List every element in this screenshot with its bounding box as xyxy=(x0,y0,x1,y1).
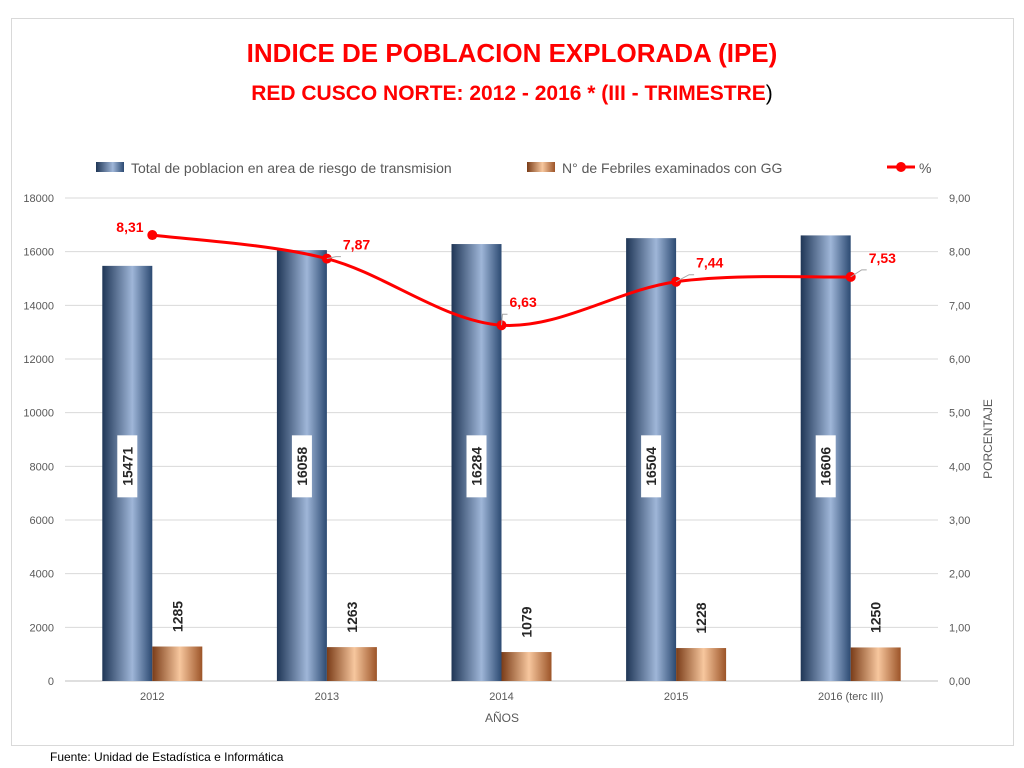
bar-total-label-bg xyxy=(291,435,312,498)
left-tick-label: 4000 xyxy=(30,569,54,581)
left-tick-label: 10000 xyxy=(23,408,54,420)
bar-labels: 15471 1285 16058 1263 16284 1079 16504 1228 1660… xyxy=(117,435,884,638)
percent-label-leader xyxy=(675,274,695,283)
chart-subtitle-main: RED CUSCO NORTE: 2012 - 2016 * (III - TR… xyxy=(251,82,766,105)
percent-point xyxy=(147,230,158,241)
percent-label: 7,44 xyxy=(696,255,723,271)
right-tick-label: 4,00 xyxy=(949,461,970,473)
right-tick-label: 5,00 xyxy=(949,408,970,420)
right-axis-title: PORCENTAJE xyxy=(981,399,995,479)
x-tick-label: 2012 xyxy=(140,691,164,703)
right-tick-label: 7,00 xyxy=(949,300,970,312)
bar-febriles-label: 1228 xyxy=(693,602,709,633)
percent-label: 8,31 xyxy=(116,219,143,235)
x-tick-label: 2015 xyxy=(664,691,688,703)
bar-febriles xyxy=(326,647,377,681)
bar-total-label-bg xyxy=(466,435,487,498)
x-axis-ticks: 2012 2013 2014 2015 2016 (terc III) xyxy=(140,691,883,703)
legend-swatch-febriles xyxy=(527,162,555,172)
percent-label: 6,63 xyxy=(510,294,537,310)
bar-total-label-bg xyxy=(641,435,662,498)
bar-total-label: 16284 xyxy=(469,447,485,486)
x-tick-label: 2016 (terc III) xyxy=(818,691,883,703)
bar-febriles-label: 1250 xyxy=(868,602,884,633)
left-tick-label: 12000 xyxy=(23,354,54,366)
bar-febriles xyxy=(501,652,552,681)
x-tick-label: 2014 xyxy=(489,691,513,703)
x-tick-label: 2013 xyxy=(315,691,339,703)
bar-total-label-bg xyxy=(117,435,138,498)
bar-febriles xyxy=(850,647,901,681)
legend: Total de poblacion en area de riesgo de … xyxy=(96,160,931,176)
right-tick-label: 9,00 xyxy=(949,193,970,205)
chart-title: INDICE DE POBLACION EXPLORADA (IPE) xyxy=(247,38,778,68)
left-tick-label: 16000 xyxy=(23,247,54,259)
right-tick-label: 3,00 xyxy=(949,515,970,527)
percent-label: 7,87 xyxy=(343,237,370,253)
legend-label-percent: % xyxy=(919,160,931,176)
legend-label-febriles: N° de Febriles examinados con GG xyxy=(562,160,782,176)
bar-total-label: 15471 xyxy=(119,447,135,486)
bar-total-label: 16058 xyxy=(294,447,310,486)
right-tick-label: 6,00 xyxy=(949,354,970,366)
bar-febriles-label: 1079 xyxy=(519,606,535,637)
left-tick-label: 8000 xyxy=(30,461,54,473)
chart-subtitle: RED CUSCO NORTE: 2012 - 2016 * (III - TR… xyxy=(251,82,773,105)
bar-febriles-label: 1285 xyxy=(169,601,185,632)
bar-total-label: 16606 xyxy=(818,447,834,486)
source-note: Fuente: Unidad de Estadística e Informát… xyxy=(50,750,284,764)
legend-swatch-population xyxy=(96,162,124,172)
left-tick-label: 18000 xyxy=(23,193,54,205)
legend-label-population: Total de poblacion en area de riesgo de … xyxy=(131,160,452,176)
left-tick-label: 2000 xyxy=(30,622,54,634)
right-tick-label: 8,00 xyxy=(949,247,970,259)
left-axis-ticks: 0 2000 4000 6000 8000 10000 12000 14000 16000 180… xyxy=(23,193,54,688)
right-axis-ticks: 0,00 1,00 2,00 3,00 4,00 5,00 6,00 7,00 8,00 9,00 xyxy=(949,193,970,688)
bar-total-label-bg xyxy=(815,435,836,498)
legend-marker-percent xyxy=(896,162,906,172)
bar-febriles xyxy=(676,648,727,681)
percent-label-leader xyxy=(850,269,867,278)
right-tick-label: 0,00 xyxy=(949,676,970,688)
percent-label-leader xyxy=(326,256,341,260)
left-tick-label: 14000 xyxy=(23,300,54,312)
right-tick-label: 1,00 xyxy=(949,622,970,634)
bar-febriles xyxy=(152,646,203,681)
left-tick-label: 6000 xyxy=(30,515,54,527)
right-tick-label: 2,00 xyxy=(949,569,970,581)
percent-line-layer: 8,31 7,87 6,63 7,44 7,53 xyxy=(116,219,896,331)
percent-label: 7,53 xyxy=(869,250,896,266)
chart-subtitle-suffix: ) xyxy=(766,82,773,105)
left-tick-label: 0 xyxy=(48,676,54,688)
x-axis-title: AÑOS xyxy=(485,711,519,725)
percent-label-leader xyxy=(501,313,508,326)
bar-total-label: 16504 xyxy=(643,447,659,486)
bar-febriles-label: 1263 xyxy=(344,601,360,632)
bars xyxy=(102,235,901,681)
